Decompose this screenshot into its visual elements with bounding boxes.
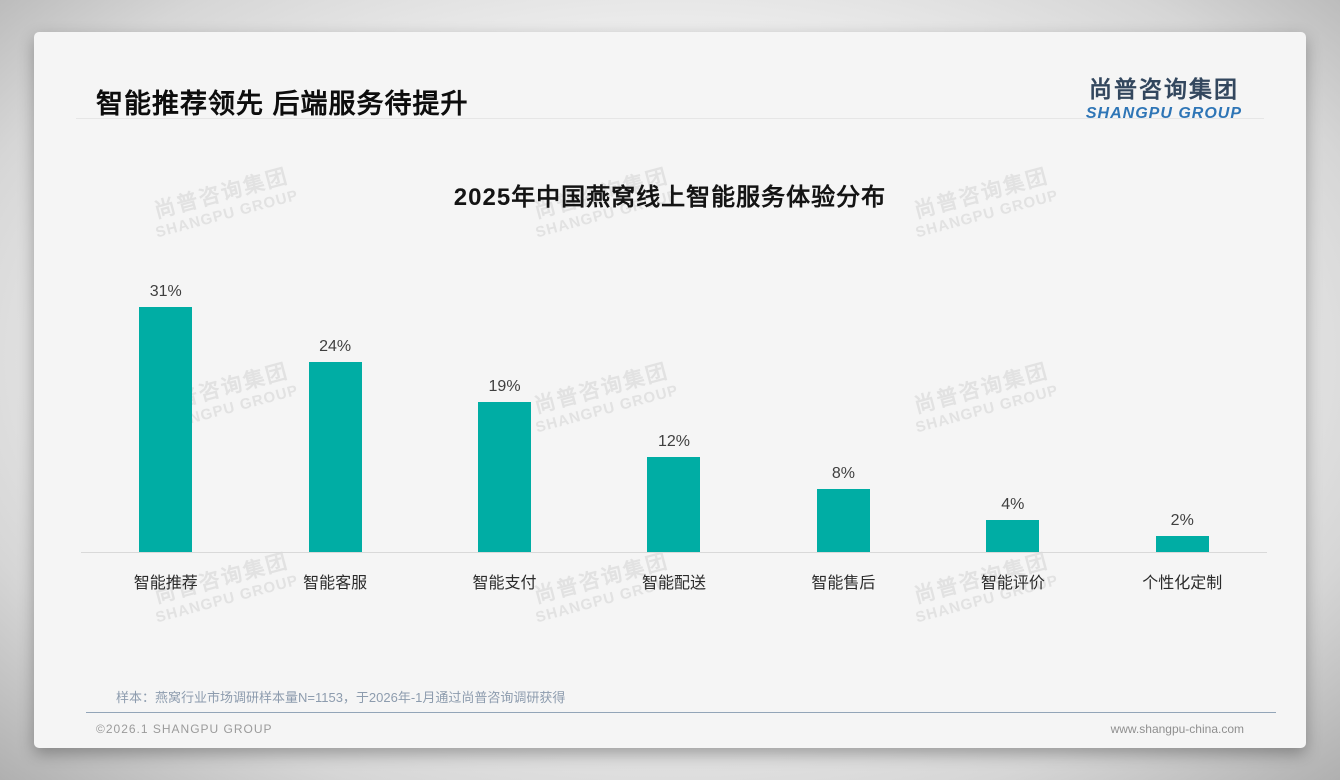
footer-divider [86,712,1276,713]
logo-chinese-name: 尚普咨询集团 [1088,76,1239,102]
slide-footer: ©2026.1 SHANGPU GROUP www.shangpu-china.… [96,722,1244,736]
logo-english-name: SHANGPU GROUP [1085,105,1242,122]
bar-column: 2% [1098,512,1267,552]
bar [1155,536,1209,552]
bar-value-label: 19% [488,377,521,395]
bar-column: 31% [81,283,250,552]
bar [647,457,701,552]
bar-column: 8% [759,465,928,552]
category-label: 个性化定制 [1142,575,1223,592]
category-label: 智能售后 [811,575,876,592]
chart-title: 2025年中国燕窝线上智能服务体验分布 [453,184,887,211]
bar [986,520,1040,552]
bar-value-label: 2% [1170,512,1194,530]
bar-value-label: 31% [149,283,182,301]
bar-value-label: 4% [1001,496,1025,514]
sample-footnote: 样本：燕窝行业市场调研样本量N=1153，于2026年-1月通过尚普咨询调研获得 [116,690,566,705]
copyright-text: ©2026.1 SHANGPU GROUP [96,722,273,736]
slide-card: 尚普咨询集团 SHANGPU GROUP 尚普咨询集团 SHANGPU GROUP 尚普… [34,32,1306,748]
bar-value-label: 12% [657,433,690,451]
x-axis-line [81,552,1267,553]
category-label: 智能评价 [980,575,1045,592]
header-divider [76,118,1264,119]
bar [308,362,362,552]
bar-column: 12% [589,433,758,552]
bar-value-label: 24% [319,338,352,356]
category-label: 智能配送 [641,575,706,592]
bar [478,401,532,552]
bar-column: 4% [928,496,1097,552]
company-logo: 尚普咨询集团 SHANGPU GROUP [1086,70,1242,123]
category-label: 智能支付 [472,575,537,592]
bars-row: 31% 24% 19% 12% 8% 4% 2% [81,282,1267,552]
category-label: 智能推荐 [133,575,198,592]
bar [816,488,870,552]
bar-column: 19% [420,378,589,552]
website-text: www.shangpu-china.com [1110,722,1244,736]
category-label: 智能客服 [303,575,368,592]
bar-value-label: 8% [831,464,855,482]
bar-column: 24% [250,338,419,552]
labels-row: 智能推荐 智能客服 智能支付 智能配送 智能售后 智能评价 个性化定制 [81,553,1267,593]
bar-chart: 31% 24% 19% 12% 8% 4% 2% 智能推荐 智能客服 智能支付 智能配送 智能售后智… [81,282,1267,593]
bar [139,307,193,552]
page-title: 智能推荐领先 后端服务待提升 [96,89,469,119]
